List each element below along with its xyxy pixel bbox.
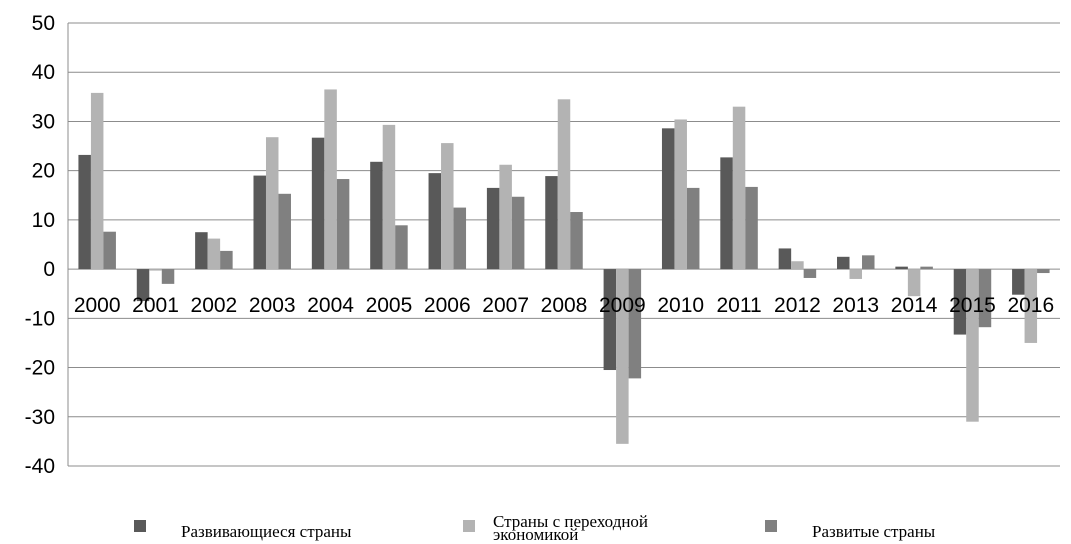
x-tick-label: 2005 (366, 294, 413, 317)
y-tick-label: 10 (32, 209, 55, 232)
x-tick-label: 2006 (424, 294, 471, 317)
legend-swatch (765, 520, 777, 532)
bar (207, 238, 221, 270)
bar (778, 248, 792, 270)
bar (1024, 269, 1038, 343)
legend: Развивающиеся страны Страны с переходной э… (134, 512, 936, 544)
x-tick-label: 2009 (599, 294, 646, 317)
y-tick-label: 40 (32, 61, 55, 84)
x-axis-ticks: 2000 2001 2002 2003 2004 2005 2006 2007 2008 2009… (74, 294, 1054, 317)
bar (395, 225, 408, 270)
bar (616, 269, 629, 444)
bar (149, 269, 162, 271)
bar (220, 250, 233, 270)
y-axis-ticks: 50 40 30 20 10 0 -10 -20 -30 -40 (25, 12, 55, 478)
bar (428, 173, 442, 270)
bar (953, 269, 967, 335)
bar (570, 212, 583, 270)
x-tick-label: 2003 (249, 294, 296, 317)
bar (324, 89, 337, 270)
x-tick-label: 2002 (191, 294, 238, 317)
bar (849, 269, 863, 279)
bar (674, 119, 687, 270)
bar (499, 164, 512, 270)
bar (603, 269, 617, 371)
y-tick-label: 0 (43, 258, 55, 281)
bar (966, 269, 979, 422)
bar (195, 232, 208, 270)
x-tick-label: 2016 (1007, 294, 1054, 317)
bar (907, 269, 921, 297)
y-tick-label: -30 (25, 406, 55, 429)
bar (161, 269, 175, 284)
bar (895, 266, 908, 270)
bar (136, 269, 150, 302)
x-tick-label: 2000 (74, 294, 121, 317)
bar (336, 179, 350, 270)
bar (90, 92, 104, 270)
x-tick-label: 2014 (891, 294, 938, 317)
bar (686, 187, 700, 270)
bar (791, 261, 804, 270)
bar (837, 256, 850, 270)
bar (557, 99, 571, 270)
bars (78, 89, 1050, 444)
bar (253, 175, 266, 270)
x-tick-label: 2015 (949, 294, 996, 317)
y-tick-label: -40 (25, 455, 55, 478)
x-tick-label: 2010 (657, 294, 704, 317)
bar (103, 231, 116, 270)
bar (978, 269, 992, 328)
x-tick-label: 2012 (774, 294, 821, 317)
bar (311, 137, 325, 270)
bar (803, 269, 817, 278)
y-tick-label: -20 (25, 357, 55, 380)
x-tick-label: 2013 (832, 294, 879, 317)
y-tick-label: 20 (32, 160, 55, 183)
bar (720, 157, 733, 270)
bar (441, 143, 454, 270)
bar (486, 187, 500, 270)
bar (862, 255, 875, 270)
y-tick-label: 30 (32, 110, 55, 133)
legend-swatch (134, 520, 146, 532)
x-tick-label: 2007 (482, 294, 529, 317)
legend-label: Страны с переходной экономикой (493, 512, 648, 544)
bar (1037, 269, 1050, 274)
bar (265, 137, 279, 270)
bar (545, 176, 558, 270)
bar (920, 266, 933, 270)
bar (628, 269, 642, 379)
y-tick-label: 50 (32, 12, 55, 35)
x-tick-label: 2001 (132, 294, 179, 317)
y-tick-label: -10 (25, 307, 55, 330)
x-tick-label: 2011 (716, 294, 761, 317)
legend-label: Развитые страны (812, 522, 936, 541)
bar (511, 196, 525, 270)
x-tick-label: 2004 (307, 294, 354, 317)
bar (732, 106, 746, 270)
bar (1012, 269, 1025, 295)
x-tick-label: 2008 (541, 294, 588, 317)
legend-label: Развивающиеся страны (181, 522, 352, 541)
bar (382, 124, 396, 270)
bar (78, 154, 91, 270)
bar (745, 186, 758, 270)
bar (370, 161, 383, 270)
legend-swatch (463, 520, 475, 532)
bar (453, 207, 467, 270)
bar (661, 128, 675, 270)
bar (278, 193, 291, 270)
